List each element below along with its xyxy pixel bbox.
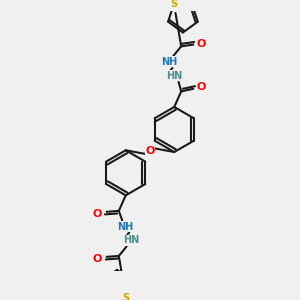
Text: NH: NH <box>161 57 177 67</box>
Text: HN: HN <box>166 71 182 81</box>
Text: NH: NH <box>118 221 134 232</box>
Text: O: O <box>93 208 102 218</box>
Text: O: O <box>197 82 206 92</box>
Text: O: O <box>197 39 206 49</box>
Text: O: O <box>93 254 102 264</box>
Text: O: O <box>145 146 155 156</box>
Text: S: S <box>170 0 177 9</box>
Text: S: S <box>123 293 130 300</box>
Text: HN: HN <box>123 236 139 245</box>
